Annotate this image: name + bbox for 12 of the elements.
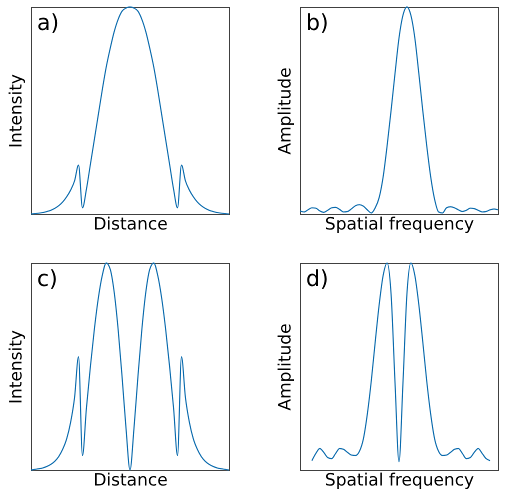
x-axis-title: Distance [93,214,168,234]
y-axis-title: Amplitude [276,67,296,155]
y-axis-title: Intensity [6,330,26,404]
x-axis-title: Distance [93,470,168,490]
y-axis-title: Amplitude [276,323,296,411]
annotation: c) [37,267,58,292]
annotation: a) [37,11,60,36]
annotation: b) [306,11,329,36]
x-axis-title: Spatial frequency [324,470,474,490]
annotation: d) [306,267,329,292]
x-axis-title: Spatial frequency [324,214,474,234]
y-axis-title: Intensity [6,74,26,148]
